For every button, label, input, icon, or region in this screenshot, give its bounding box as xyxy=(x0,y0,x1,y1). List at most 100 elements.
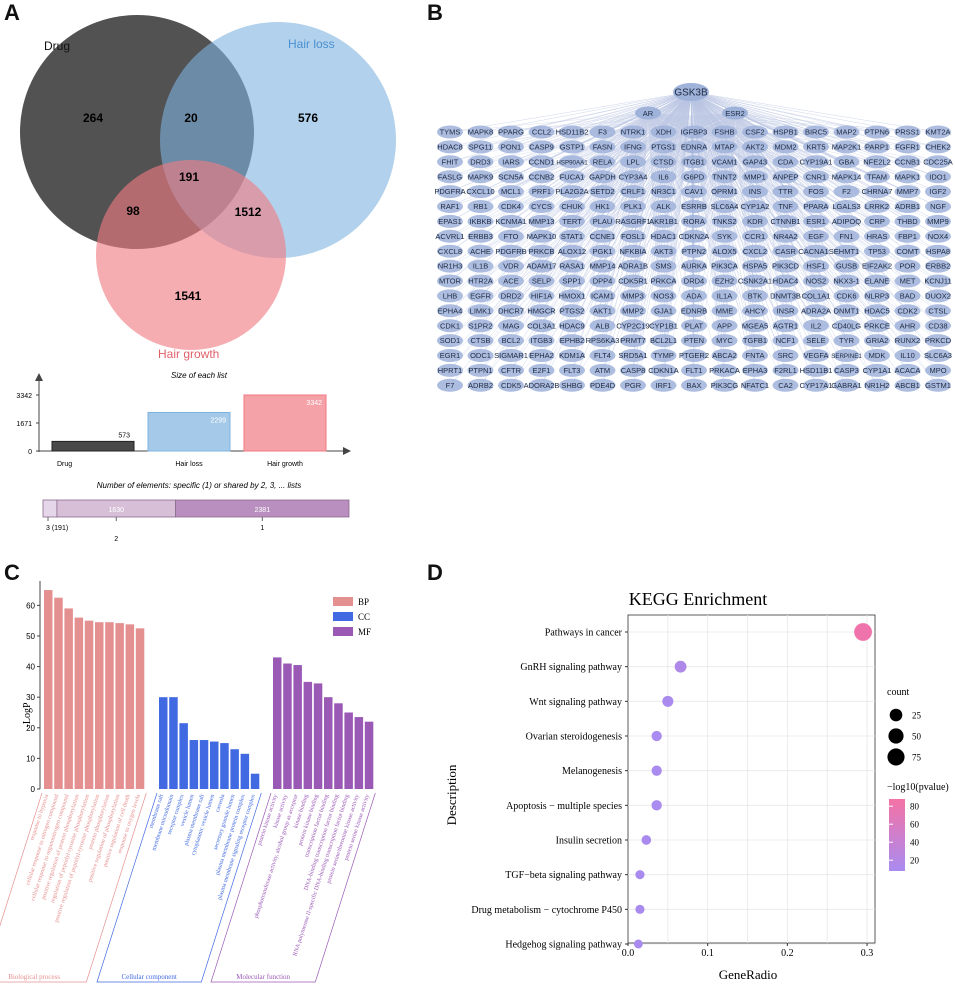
network-node-label: AURKA xyxy=(681,262,707,271)
network-node xyxy=(437,155,463,169)
network-node-label: CYP3A4 xyxy=(619,172,648,181)
size-bar-value: 573 xyxy=(118,432,130,439)
network-node xyxy=(498,304,524,318)
network-node-label: PLA2G2A xyxy=(555,187,588,196)
network-node-label: CD40LG xyxy=(832,321,861,330)
network-node xyxy=(650,363,677,377)
network-node xyxy=(864,214,890,228)
network-node-label: CDKN2A xyxy=(679,232,709,241)
network-node xyxy=(864,304,890,318)
network-node xyxy=(559,244,585,258)
network-node-label: ACVRL1 xyxy=(435,232,464,241)
network-node xyxy=(620,214,646,228)
kegg-pathway-label: Hedgehog signaling pathway xyxy=(505,940,622,951)
go-bar xyxy=(189,740,199,789)
network-node xyxy=(559,125,585,139)
network-node-label: GJA1 xyxy=(654,306,673,315)
network-node xyxy=(894,244,921,258)
network-node xyxy=(833,200,860,213)
kegg-color-tick-label: 60 xyxy=(910,820,920,830)
network-node-label: IL2 xyxy=(811,321,821,330)
network-node-label: EIF2AK2 xyxy=(862,262,892,271)
network-node xyxy=(833,304,860,318)
network-node xyxy=(650,244,677,258)
network-node-label: CYP17A1 xyxy=(800,381,833,390)
network-node-label: NOS2 xyxy=(806,277,826,286)
network-node xyxy=(833,319,860,333)
network-node-label: PRKCE xyxy=(864,321,890,330)
go-group-bracket xyxy=(0,792,147,983)
network-node-label: F3 xyxy=(598,128,607,137)
network-node xyxy=(894,170,921,184)
network-node xyxy=(498,229,524,243)
network-edge xyxy=(602,91,692,282)
network-node xyxy=(589,378,616,392)
network-node xyxy=(925,244,951,258)
network-node-label: LRRK2 xyxy=(865,202,889,211)
network-node-label: NTRK1 xyxy=(621,128,646,137)
network-node xyxy=(925,349,951,362)
go-bar xyxy=(283,663,292,789)
network-node xyxy=(833,244,860,258)
network-node-label: FBP1 xyxy=(898,232,917,241)
network-node-label: PRKCB xyxy=(529,247,555,256)
network-node-label: HSF1 xyxy=(806,262,825,271)
network-node xyxy=(742,229,768,243)
go-legend-swatch xyxy=(333,627,353,636)
network-node xyxy=(803,170,829,184)
network-node-label: AKT1 xyxy=(593,306,612,315)
kegg-point xyxy=(651,730,662,742)
go-bar xyxy=(44,590,53,789)
network-node xyxy=(650,259,677,273)
network-node-label: SETD2 xyxy=(590,187,614,196)
network-node xyxy=(620,125,646,139)
network-node xyxy=(650,334,677,348)
network-node-label: EPHA3 xyxy=(743,366,768,375)
network-secondary-node xyxy=(635,106,661,120)
network-node xyxy=(803,155,829,169)
network-node-label: TFAM xyxy=(867,172,887,181)
network-node-label: CTSD xyxy=(653,157,674,166)
network-node-label: NR3C1 xyxy=(651,187,676,196)
network-node-label: NFATC1 xyxy=(741,381,769,390)
network-node-label: EGFR xyxy=(470,292,491,301)
network-node-label: MMP9 xyxy=(927,217,949,226)
kegg-x-tick-label: 0.0 xyxy=(622,948,635,959)
network-node xyxy=(650,200,677,213)
shared-segment-label: 1 xyxy=(260,525,264,532)
venn-count-growth-only: 1541 xyxy=(175,289,202,303)
network-node-label: DPP4 xyxy=(593,277,613,286)
network-node-label: KDR xyxy=(747,217,763,226)
kegg-pathway-label: Apoptosis − multiple species xyxy=(506,801,622,812)
go-bar xyxy=(273,657,282,789)
network-node-label: ANPEP xyxy=(773,172,798,181)
kegg-color-tick-label: 40 xyxy=(910,838,920,848)
network-node-label: IL1A xyxy=(717,292,732,301)
go-term-label: phosphotransferase activity, alcohol gro… xyxy=(253,793,300,919)
network-node xyxy=(528,319,555,333)
network-node xyxy=(925,155,951,169)
network-node xyxy=(437,140,463,154)
network-node xyxy=(711,319,738,333)
network-node xyxy=(437,319,463,333)
network-node xyxy=(467,170,494,184)
venn-count-all-three: 191 xyxy=(179,170,199,184)
size-tick-label: 0 xyxy=(28,449,32,456)
network-node xyxy=(498,155,524,169)
network-node-label: BTK xyxy=(748,292,763,301)
network-node-label: RAF1 xyxy=(440,202,459,211)
network-node-label: RUNX2 xyxy=(895,336,920,345)
network-node xyxy=(528,244,555,258)
panel-label-d: D xyxy=(427,560,443,585)
network-node xyxy=(803,229,829,243)
network-node xyxy=(925,363,951,377)
network-node xyxy=(925,334,951,348)
size-chart-y-arrow xyxy=(35,373,43,381)
go-bar xyxy=(179,723,188,789)
network-node xyxy=(711,170,738,184)
network-node-label: CACNA1S xyxy=(798,247,833,256)
network-node-label: IGF2 xyxy=(930,187,947,196)
network-node xyxy=(528,304,555,318)
network-node-label: ATM xyxy=(595,366,610,375)
